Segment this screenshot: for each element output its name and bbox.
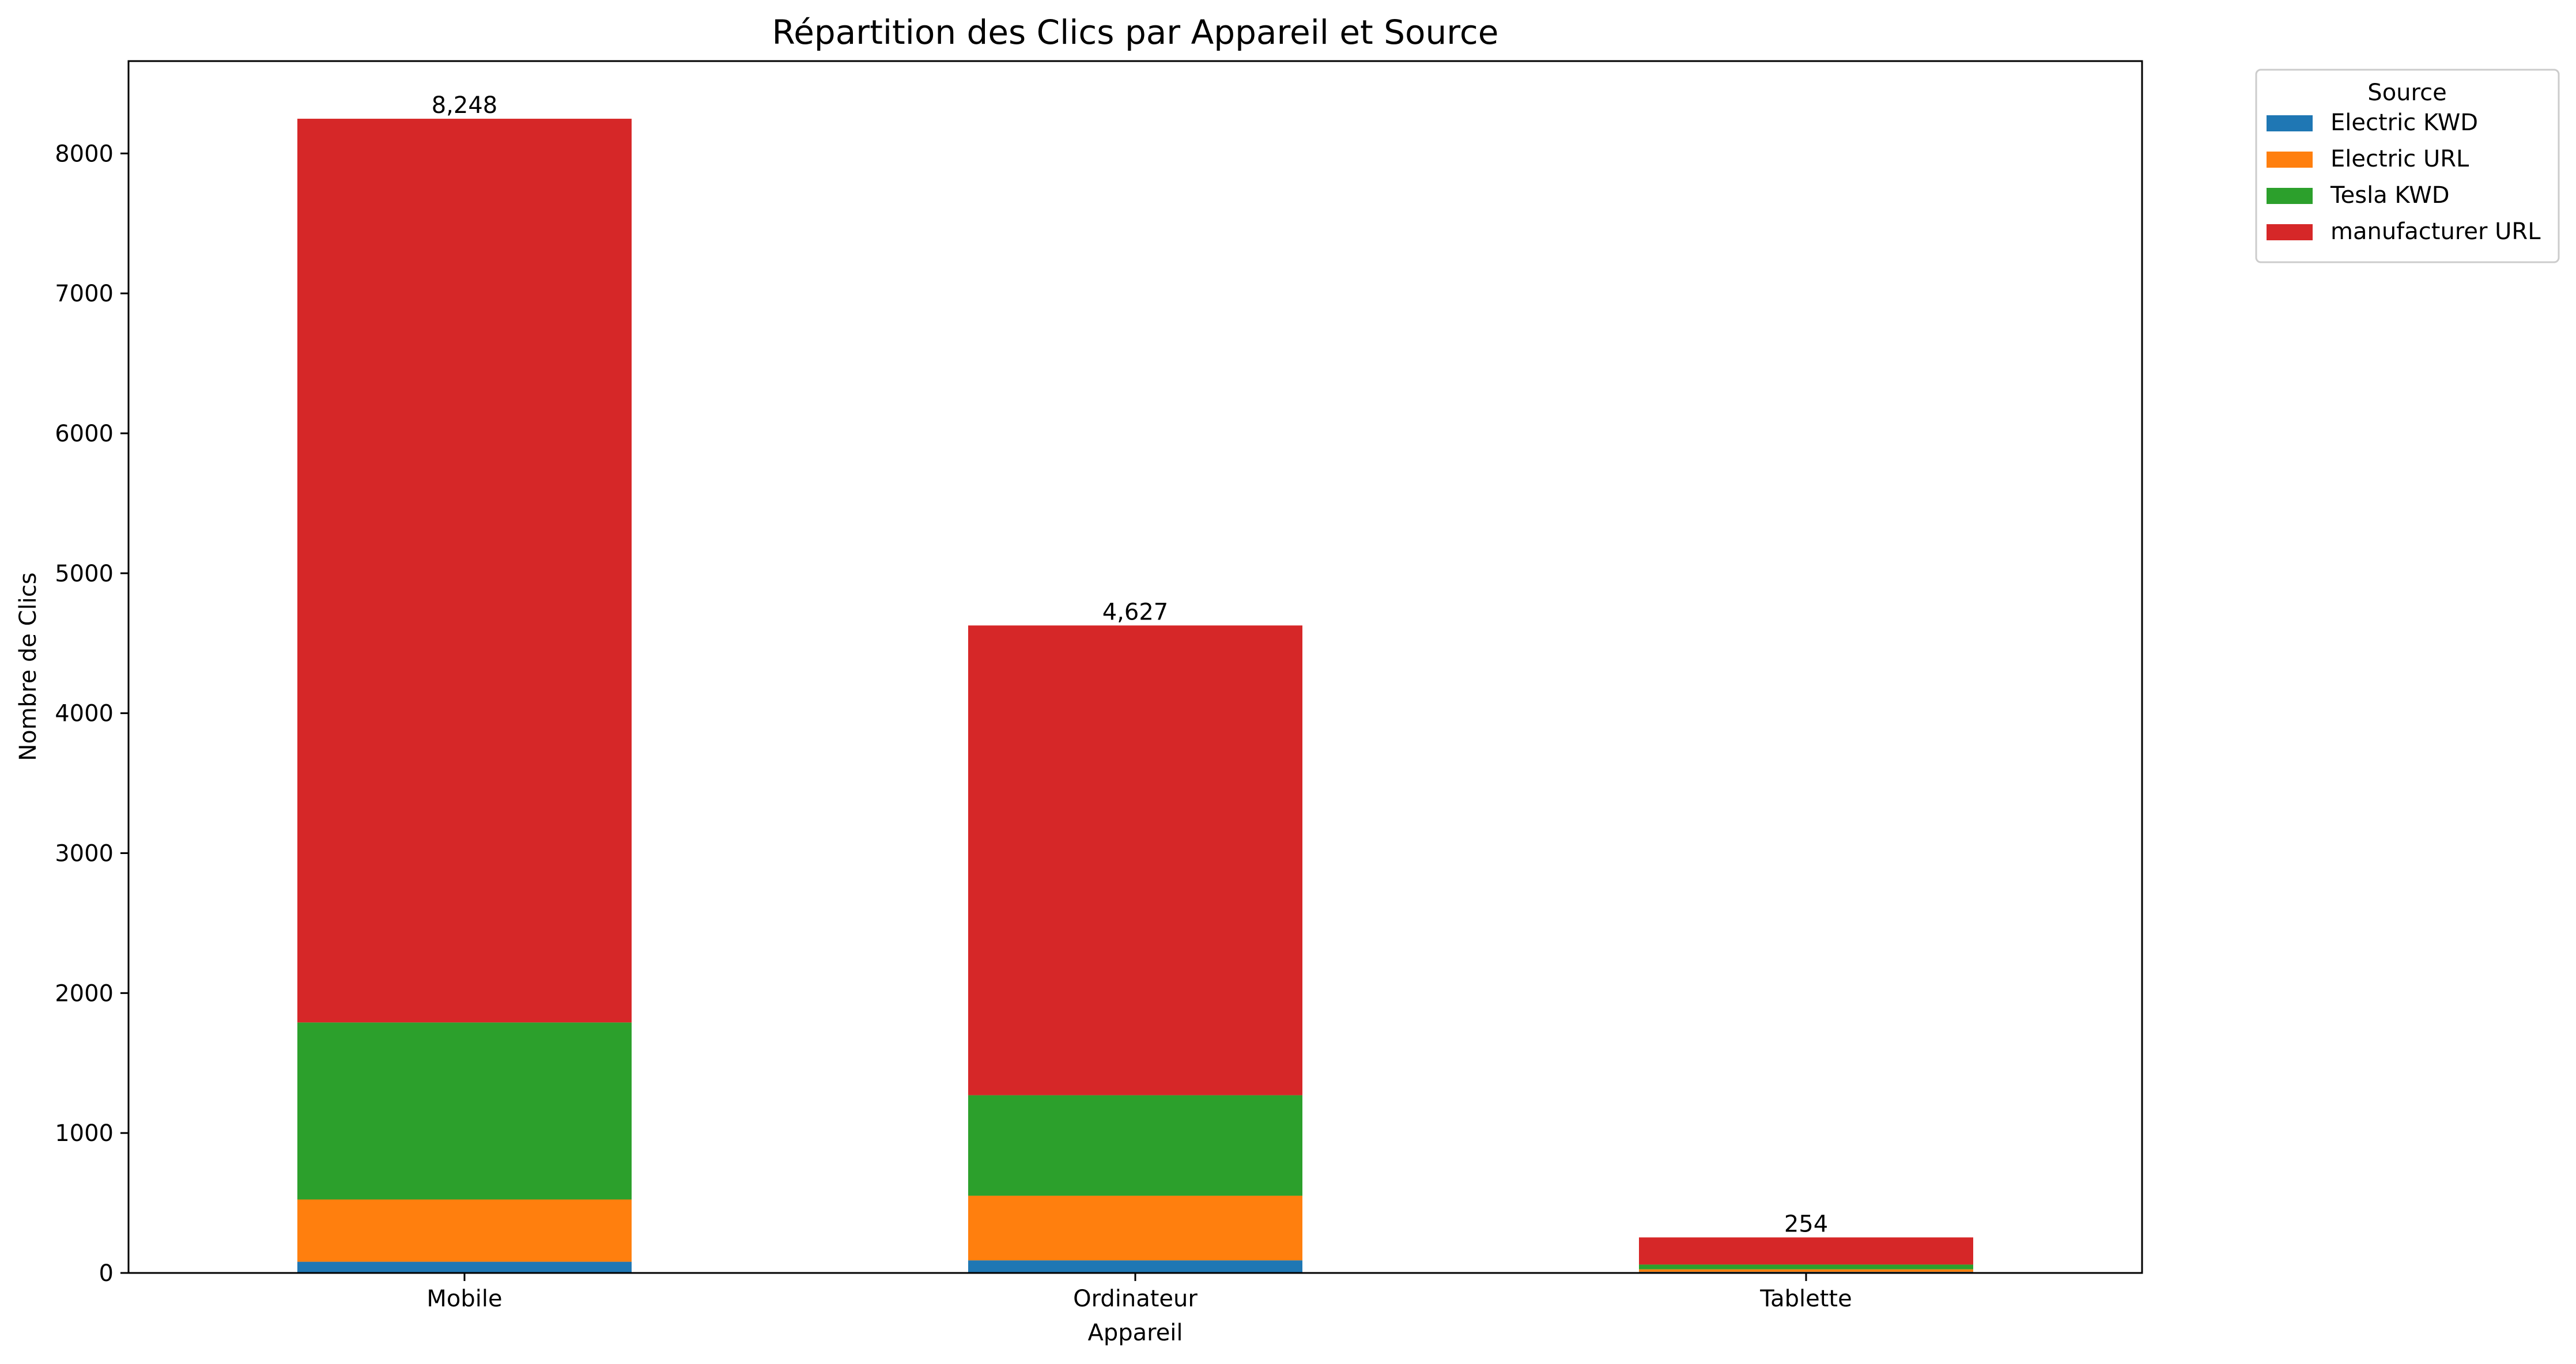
legend-label-1: Electric URL <box>2331 146 2469 172</box>
bar-tablette-series-2 <box>1639 1264 1973 1269</box>
y-tick-label-4000: 4000 <box>55 701 114 727</box>
bar-mobile-series-1 <box>297 1199 632 1262</box>
legend-swatch-2 <box>2267 188 2313 204</box>
legend-label-2: Tesla KWD <box>2330 182 2450 209</box>
legend-label-3: manufacturer URL <box>2331 218 2541 245</box>
y-tick-label-8000: 8000 <box>55 141 114 167</box>
legend-swatch-3 <box>2267 224 2313 240</box>
bars-layer <box>297 119 1973 1273</box>
total-label-mobile: 8,248 <box>432 92 498 119</box>
bar-tablette-series-3 <box>1639 1237 1973 1265</box>
x-tick-label-ordinateur: Ordinateur <box>1073 1286 1198 1312</box>
y-tick-label-7000: 7000 <box>55 281 114 307</box>
legend-title: Source <box>2367 80 2446 106</box>
legend-swatch-0 <box>2267 115 2313 131</box>
y-tick-label-6000: 6000 <box>55 421 114 447</box>
bar-mobile-series-3 <box>297 119 632 1023</box>
y-tick-label-3000: 3000 <box>55 840 114 867</box>
bar-ordinateur-series-1 <box>968 1195 1302 1261</box>
total-label-tablette: 254 <box>1784 1211 1828 1237</box>
axes-layer: Mobile Ordinateur Tablette 0 1000 2000 3000 400… <box>55 141 1852 1312</box>
bar-mobile-series-2 <box>297 1022 632 1200</box>
bar-mobile-series-0 <box>297 1261 632 1273</box>
legend-box <box>2255 69 2560 263</box>
y-tick-label-2000: 2000 <box>55 980 114 1007</box>
x-tick-label-tablette: Tablette <box>1759 1286 1852 1312</box>
x-tick-label-mobile: Mobile <box>426 1286 502 1312</box>
legend-swatch-1 <box>2267 152 2313 168</box>
bar-ordinateur-series-3 <box>968 625 1302 1095</box>
legend-label-0: Electric KWD <box>2331 109 2478 136</box>
legend: Source Electric KWD Electric URL Tesla KWD… <box>2255 69 2560 263</box>
bar-ordinateur-series-2 <box>968 1095 1302 1196</box>
bar-ordinateur-series-0 <box>968 1260 1302 1273</box>
total-label-ordinateur: 4,627 <box>1102 599 1169 625</box>
y-tick-label-0: 0 <box>99 1260 114 1287</box>
y-tick-label-1000: 1000 <box>55 1120 114 1147</box>
legend-entries: Electric KWD Electric URL Tesla KWD manufac… <box>2267 109 2541 245</box>
x-axis-title: Appareil <box>1087 1320 1183 1346</box>
y-axis-title: Nombre de Clics <box>15 572 41 761</box>
chart-title: Répartition des Clics par Appareil et So… <box>772 13 1499 52</box>
y-tick-label-5000: 5000 <box>55 561 114 587</box>
labels-layer: 8,248 4,627 254 <box>432 92 1828 1237</box>
bar-tablette-series-1 <box>1639 1269 1973 1272</box>
